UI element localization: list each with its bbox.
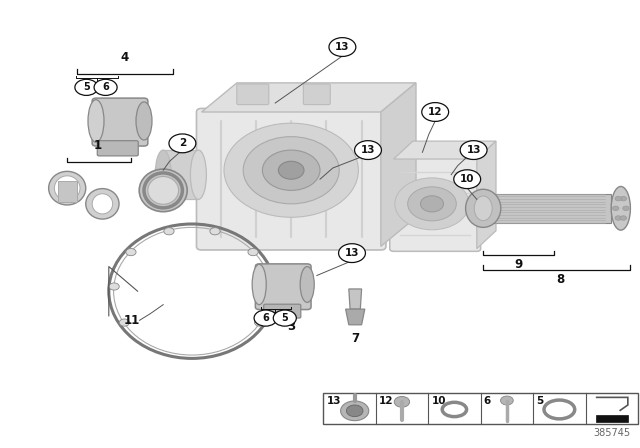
Circle shape xyxy=(109,283,119,290)
Text: 9: 9 xyxy=(515,258,522,271)
Ellipse shape xyxy=(92,194,113,214)
Polygon shape xyxy=(349,289,362,309)
Text: 13: 13 xyxy=(345,248,359,258)
Circle shape xyxy=(278,161,304,179)
Polygon shape xyxy=(346,309,365,325)
Text: 12: 12 xyxy=(428,107,442,117)
Circle shape xyxy=(615,216,621,220)
Circle shape xyxy=(126,249,136,256)
Circle shape xyxy=(265,283,275,290)
Circle shape xyxy=(119,319,129,326)
Ellipse shape xyxy=(54,176,80,200)
Text: 6: 6 xyxy=(262,313,269,323)
Text: 7: 7 xyxy=(351,332,359,345)
Ellipse shape xyxy=(252,264,266,305)
FancyBboxPatch shape xyxy=(237,84,269,104)
Ellipse shape xyxy=(136,102,152,140)
Circle shape xyxy=(420,196,444,212)
Circle shape xyxy=(164,228,174,235)
Circle shape xyxy=(255,319,265,326)
Bar xyxy=(596,415,628,422)
Bar xyxy=(477,194,611,223)
Circle shape xyxy=(615,196,621,201)
Ellipse shape xyxy=(86,189,119,219)
Circle shape xyxy=(346,405,363,417)
FancyBboxPatch shape xyxy=(196,108,386,250)
Text: 385745: 385745 xyxy=(593,428,630,438)
Text: 8: 8 xyxy=(556,273,564,286)
Bar xyxy=(163,150,198,199)
Circle shape xyxy=(612,206,619,211)
Circle shape xyxy=(273,310,296,326)
Circle shape xyxy=(224,123,358,217)
Circle shape xyxy=(75,79,98,95)
Text: 13: 13 xyxy=(361,145,375,155)
Ellipse shape xyxy=(140,169,187,212)
FancyBboxPatch shape xyxy=(264,304,301,318)
Ellipse shape xyxy=(466,189,501,227)
Ellipse shape xyxy=(155,150,172,199)
FancyBboxPatch shape xyxy=(97,141,138,156)
Text: 6: 6 xyxy=(102,82,109,92)
Polygon shape xyxy=(202,83,416,112)
Ellipse shape xyxy=(191,150,206,199)
Text: 12: 12 xyxy=(379,396,394,406)
Polygon shape xyxy=(477,141,496,249)
Bar xyxy=(58,181,77,202)
Text: 2: 2 xyxy=(179,138,186,148)
Text: 5: 5 xyxy=(536,396,543,406)
Circle shape xyxy=(620,216,627,220)
Ellipse shape xyxy=(88,99,104,142)
Circle shape xyxy=(454,170,481,189)
Ellipse shape xyxy=(49,171,86,205)
Text: 13: 13 xyxy=(467,145,481,155)
Circle shape xyxy=(210,228,220,235)
Circle shape xyxy=(254,310,277,326)
Text: 3: 3 xyxy=(287,320,295,333)
Circle shape xyxy=(623,206,629,211)
Circle shape xyxy=(408,187,456,221)
Circle shape xyxy=(460,141,487,159)
Circle shape xyxy=(169,134,196,153)
FancyBboxPatch shape xyxy=(92,98,148,146)
Text: 5: 5 xyxy=(282,313,288,323)
Text: 4: 4 xyxy=(121,51,129,64)
Text: 5: 5 xyxy=(83,82,90,92)
Circle shape xyxy=(329,38,356,56)
Text: 10: 10 xyxy=(431,396,446,406)
Text: 6: 6 xyxy=(484,396,491,406)
Ellipse shape xyxy=(148,177,179,204)
Circle shape xyxy=(248,249,258,256)
FancyBboxPatch shape xyxy=(255,264,311,310)
Ellipse shape xyxy=(474,196,492,220)
Text: 1: 1 xyxy=(93,139,101,152)
Circle shape xyxy=(355,141,381,159)
Ellipse shape xyxy=(611,186,630,230)
Circle shape xyxy=(94,79,117,95)
Text: 13: 13 xyxy=(326,396,341,406)
Circle shape xyxy=(620,196,627,201)
Circle shape xyxy=(395,178,469,230)
FancyBboxPatch shape xyxy=(303,84,330,104)
Text: 10: 10 xyxy=(460,174,474,184)
Circle shape xyxy=(500,396,513,405)
Circle shape xyxy=(422,103,449,121)
Polygon shape xyxy=(381,83,416,246)
Circle shape xyxy=(243,137,339,204)
Circle shape xyxy=(339,244,365,263)
Text: 11: 11 xyxy=(124,314,140,327)
Circle shape xyxy=(340,401,369,421)
Text: 13: 13 xyxy=(335,42,349,52)
FancyBboxPatch shape xyxy=(390,156,481,251)
Ellipse shape xyxy=(300,267,314,302)
Circle shape xyxy=(394,396,410,407)
Circle shape xyxy=(262,150,320,190)
Bar xyxy=(323,393,638,424)
Polygon shape xyxy=(394,141,496,159)
